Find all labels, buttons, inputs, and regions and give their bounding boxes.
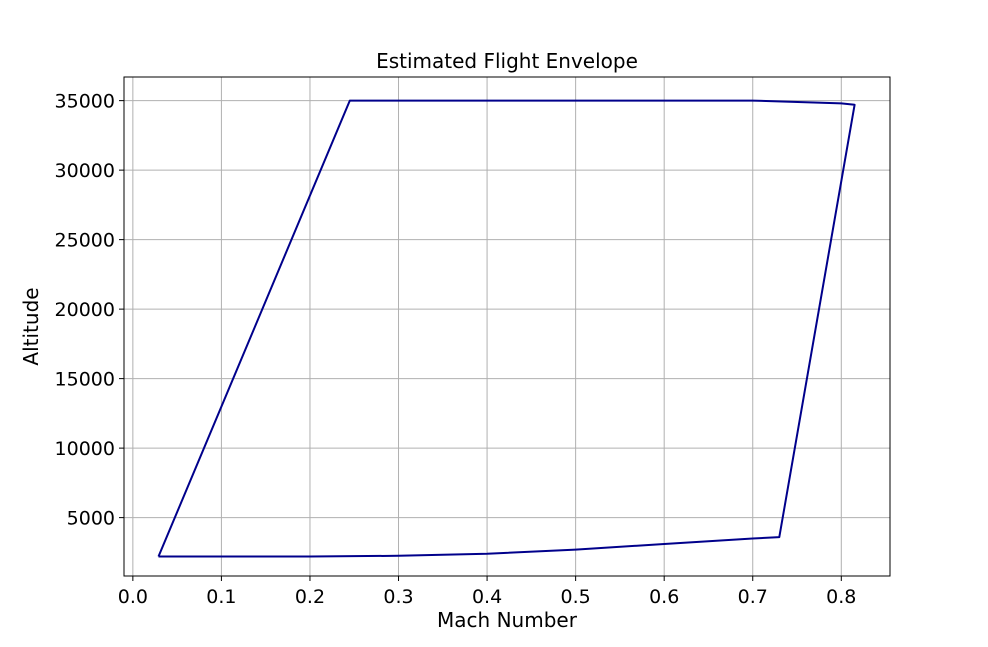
chart-title: Estimated Flight Envelope xyxy=(376,49,638,73)
x-axis-ticks: 0.0 0.1 0.2 0.3 0.4 0.5 0.6 0.7 0.8 xyxy=(118,576,856,608)
y-tick-label: 30000 xyxy=(55,160,115,182)
plot-frame xyxy=(123,76,891,577)
y-axis-ticks: 5000 10000 15000 20000 25000 30000 35000 xyxy=(55,91,124,530)
x-tick-label: 0.2 xyxy=(295,586,325,608)
x-tick-label: 0.0 xyxy=(118,586,148,608)
y-tick-label: 20000 xyxy=(55,299,115,321)
x-tick-label: 0.1 xyxy=(206,586,236,608)
x-tick-label: 0.8 xyxy=(826,586,856,608)
grid xyxy=(124,77,890,576)
x-tick-label: 0.4 xyxy=(472,586,502,608)
series-layer xyxy=(157,99,856,558)
x-axis-label: Mach Number xyxy=(437,608,578,632)
envelope-line xyxy=(157,99,856,558)
y-tick-label: 5000 xyxy=(67,508,115,530)
y-tick-label: 25000 xyxy=(55,230,115,252)
x-tick-label: 0.6 xyxy=(649,586,679,608)
y-tick-label: 10000 xyxy=(55,438,115,460)
y-axis-label: Altitude xyxy=(19,287,43,365)
y-tick-label: 35000 xyxy=(55,91,115,113)
x-tick-label: 0.3 xyxy=(383,586,413,608)
x-tick-label: 0.7 xyxy=(738,586,768,608)
y-tick-label: 15000 xyxy=(55,369,115,391)
x-tick-label: 0.5 xyxy=(561,586,591,608)
